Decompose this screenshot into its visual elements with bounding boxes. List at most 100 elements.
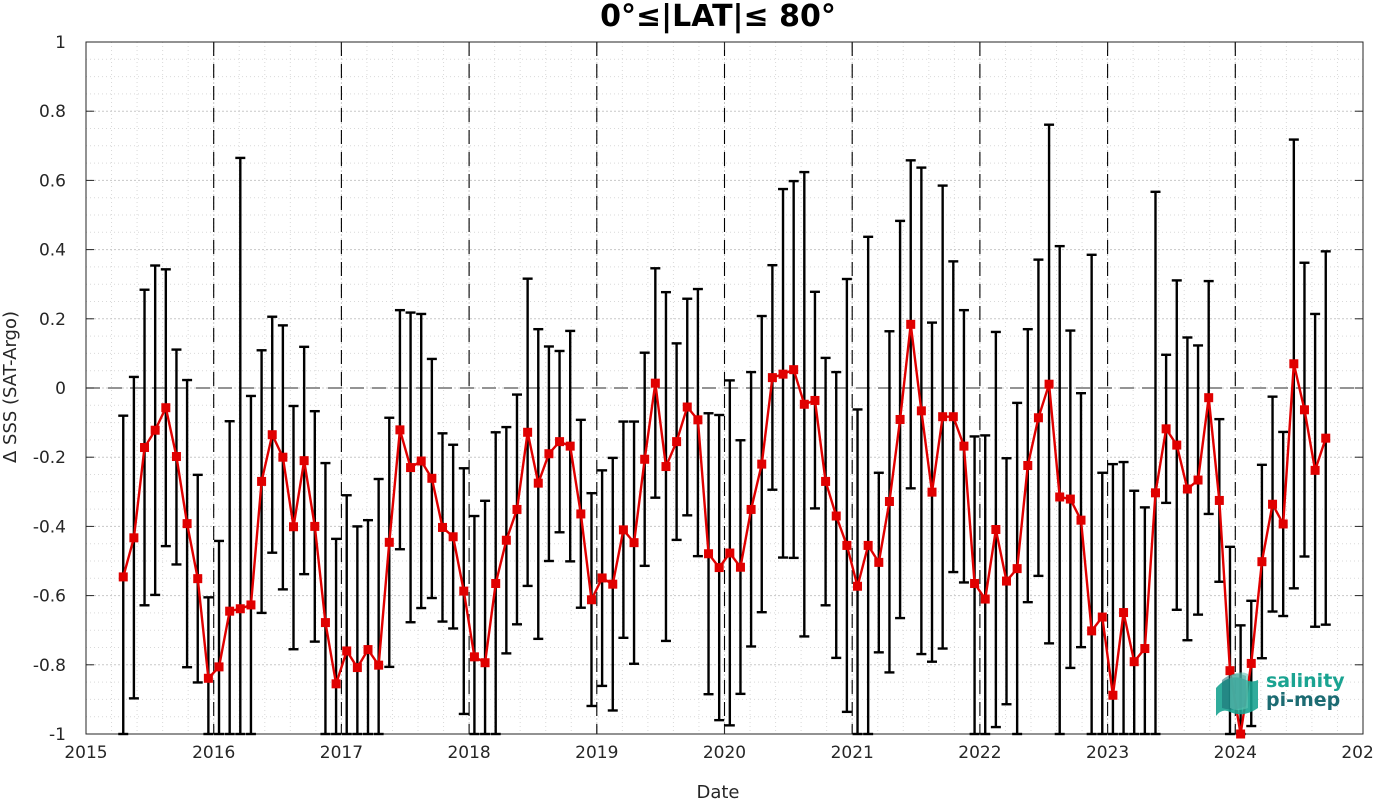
data-point-marker — [1044, 379, 1054, 389]
data-point-marker — [608, 579, 618, 589]
data-point-marker — [193, 574, 203, 584]
data-point-marker — [118, 572, 128, 582]
y-axis: -1 -0.8 -0.6 -0.4 -0.2 0 0.2 0.4 0.6 0.8 1 — [33, 33, 1363, 745]
data-point-marker — [927, 487, 937, 497]
y-tick-label: -0.2 — [33, 448, 66, 468]
data-point-marker — [278, 452, 288, 462]
data-point-marker — [661, 462, 671, 472]
y-tick-label: 0.4 — [39, 241, 66, 261]
data-point-marker — [725, 548, 735, 558]
data-point-marker — [320, 618, 330, 628]
x-tick-label: 2019 — [575, 743, 618, 763]
x-tick-label: 2023 — [1086, 743, 1129, 763]
logo-text-salinity: salinity — [1266, 670, 1345, 692]
y-tick-label: -1 — [49, 725, 66, 745]
data-point-marker — [448, 532, 458, 542]
data-point-marker — [1065, 494, 1075, 504]
data-point-marker — [767, 373, 777, 383]
data-point-marker — [1289, 359, 1299, 369]
x-tick-label: 2022 — [958, 743, 1001, 763]
x-tick-label: 2021 — [831, 743, 874, 763]
data-point-marker — [1268, 499, 1278, 509]
data-point-marker — [735, 562, 745, 572]
data-point-marker — [853, 581, 863, 591]
data-point-marker — [597, 573, 607, 583]
data-point-marker — [171, 452, 181, 462]
data-point-marker — [629, 538, 639, 548]
data-point-marker — [693, 415, 703, 425]
minor-grid — [86, 42, 1363, 734]
data-point-marker — [225, 606, 235, 616]
data-point-marker — [1204, 393, 1214, 403]
data-point-marker — [618, 525, 628, 535]
x-tick-label: 2017 — [320, 743, 363, 763]
data-point-marker — [523, 427, 533, 437]
data-point-marker — [959, 441, 969, 451]
data-point-marker — [246, 600, 256, 610]
data-point-marker — [1236, 729, 1246, 739]
data-point-marker — [640, 454, 650, 464]
x-axis-label: Date — [696, 782, 739, 801]
data-point-marker — [140, 443, 150, 453]
data-point-marker — [682, 402, 692, 412]
data-point-marker — [235, 604, 245, 614]
data-point-marker — [1087, 626, 1097, 636]
data-point-marker — [874, 557, 884, 567]
x-tick-label: 2018 — [447, 743, 490, 763]
data-point-marker — [501, 535, 511, 545]
series-markers — [118, 319, 1331, 739]
data-point-marker — [1257, 557, 1267, 567]
data-point-marker — [310, 521, 320, 531]
data-point-marker — [1119, 608, 1129, 618]
data-point-marker — [1012, 564, 1022, 574]
data-point-marker — [650, 378, 660, 388]
data-point-marker — [576, 509, 586, 519]
data-point-marker — [565, 441, 575, 451]
salinity-pi-mep-logo: salinity pi-mep — [1216, 670, 1345, 716]
data-point-marker — [544, 449, 554, 459]
data-point-marker — [938, 412, 948, 422]
data-point-marker — [884, 496, 894, 506]
data-point-marker — [395, 425, 405, 435]
data-point-marker — [427, 473, 437, 483]
data-point-marker — [512, 504, 522, 514]
data-point-marker — [778, 369, 788, 379]
x-axis: 2015 2016 2017 2018 2019 2020 2021 2022 2023 2024… — [64, 42, 1374, 763]
data-point-marker — [1161, 424, 1171, 434]
wave-logo-icon — [1216, 672, 1258, 716]
data-point-marker — [289, 522, 299, 532]
data-point-marker — [906, 319, 916, 329]
data-point-marker — [980, 594, 990, 604]
data-point-marker — [182, 519, 192, 529]
data-point-marker — [469, 652, 479, 662]
data-point-marker — [970, 578, 980, 588]
data-point-marker — [203, 673, 213, 683]
data-point-marker — [299, 456, 309, 466]
data-point-marker — [1214, 495, 1224, 505]
data-point-marker — [948, 412, 958, 422]
data-point-marker — [1033, 413, 1043, 423]
x-tick-label: 2025 — [1341, 743, 1374, 763]
data-point-marker — [1299, 405, 1309, 415]
data-point-marker — [1246, 658, 1256, 668]
data-point-marker — [491, 578, 501, 588]
year-boundary-lines — [213, 42, 1236, 734]
data-point-marker — [214, 662, 224, 672]
y-tick-label: -0.4 — [33, 517, 66, 537]
data-point-marker — [895, 414, 905, 424]
data-point-marker — [459, 586, 469, 596]
data-point-marker — [863, 540, 873, 550]
data-point-marker — [1193, 475, 1203, 485]
data-point-marker — [842, 540, 852, 550]
data-point-marker — [831, 511, 841, 521]
data-point-marker — [1002, 576, 1012, 586]
y-tick-label: 0.6 — [39, 171, 66, 191]
data-point-marker — [384, 537, 394, 547]
data-point-marker — [672, 437, 682, 447]
x-tick-label: 2024 — [1214, 743, 1257, 763]
data-point-marker — [704, 549, 714, 559]
data-point-marker — [1182, 484, 1192, 494]
data-point-marker — [714, 563, 724, 573]
data-point-marker — [374, 660, 384, 670]
